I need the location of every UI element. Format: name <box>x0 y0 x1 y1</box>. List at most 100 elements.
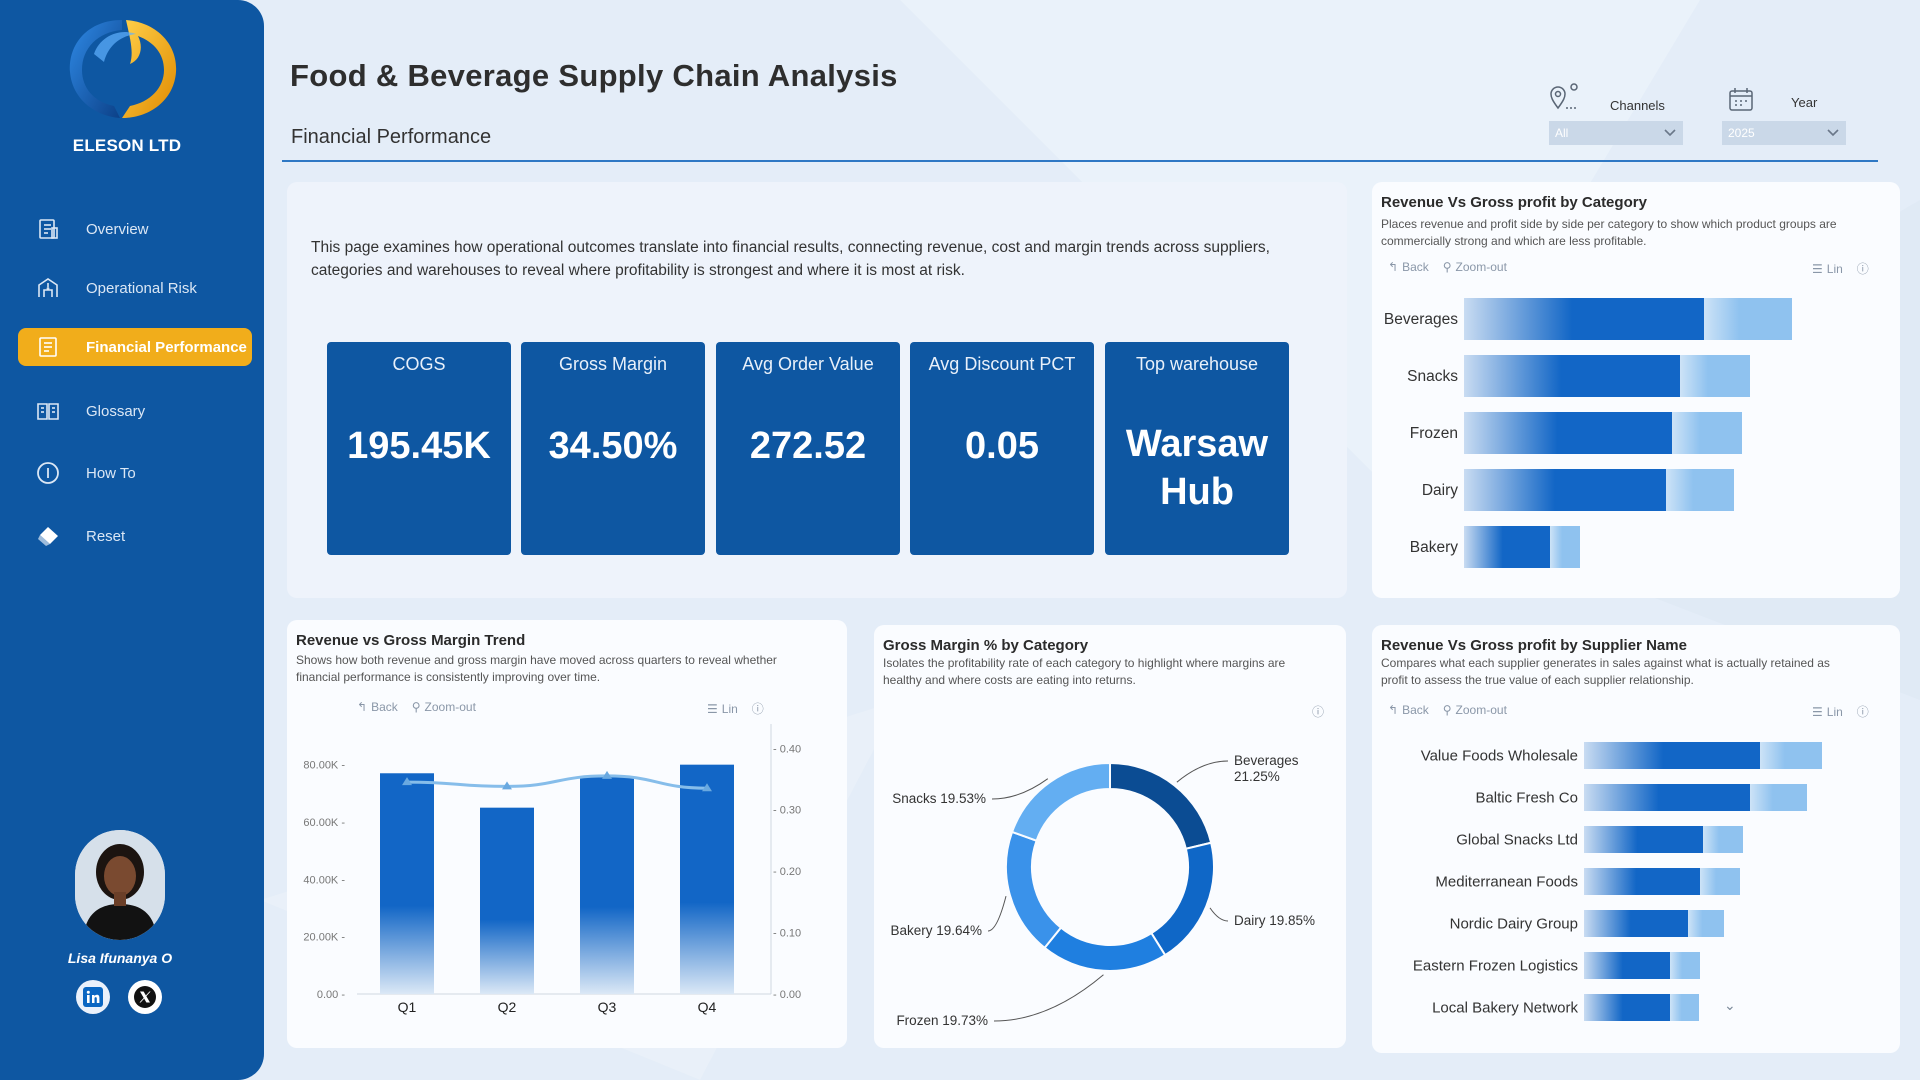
y-tick-label: 20.00K - <box>303 932 345 944</box>
back-arrow-icon: ↰ <box>1388 703 1399 717</box>
scroll-down-icon[interactable]: ⌄ <box>1724 997 1736 1013</box>
sidebar-item-glossary[interactable]: Glossary <box>18 392 252 430</box>
category-label: Beverages <box>1384 311 1458 328</box>
scale-toggle-label: Lin <box>721 701 738 716</box>
sidebar-item-financial-performance[interactable]: Financial Performance <box>18 328 252 366</box>
gross-profit-bar[interactable] <box>1680 355 1750 397</box>
gross-margin-line[interactable] <box>406 774 708 790</box>
chevron-down-icon <box>1826 125 1840 142</box>
kpi-value-line: Hub <box>1160 471 1234 513</box>
donut-leader-line <box>993 974 1104 1022</box>
sidebar-item-label: How To <box>86 464 136 482</box>
list-icon: ☰ <box>1812 704 1823 719</box>
revenue-bar[interactable] <box>1584 994 1670 1021</box>
donut-slice[interactable] <box>1109 761 1213 850</box>
revenue-bar[interactable] <box>1584 910 1688 937</box>
gross-profit-bar[interactable] <box>1672 412 1742 454</box>
revenue-bar[interactable] <box>1584 742 1760 769</box>
zoom-out-button[interactable]: ⚲ Zoom-out <box>1443 703 1507 717</box>
donut-label: Beverages <box>1234 753 1299 768</box>
back-button[interactable]: ↰ Back <box>1388 260 1429 274</box>
kpi-value: Warsaw Hub <box>1105 420 1289 516</box>
chart-description: Shows how both revenue and gross margin … <box>296 652 777 686</box>
back-label: Back <box>1402 703 1429 717</box>
revenue-bar[interactable] <box>1584 952 1670 979</box>
donut-chart-card: Gross Margin % by Category Isolates the … <box>874 625 1346 1048</box>
chart-description-line: healthy and where costs are eating into … <box>883 673 1136 687</box>
revenue-bar[interactable] <box>1464 469 1666 511</box>
gross-margin-point[interactable] <box>702 783 712 792</box>
help-button[interactable]: ⓘ <box>1857 703 1869 720</box>
donut-slice[interactable] <box>1005 830 1063 950</box>
header-divider <box>282 160 1878 162</box>
donut-leader-line <box>1176 760 1229 783</box>
revenue-bar[interactable] <box>380 773 434 994</box>
gross-profit-bar[interactable] <box>1704 298 1792 340</box>
gross-profit-bar[interactable] <box>1760 742 1822 769</box>
donut-slice[interactable] <box>1010 761 1111 842</box>
channels-dropdown[interactable]: All <box>1549 121 1683 145</box>
scale-toggle-button[interactable]: ☰ Lin <box>1812 262 1843 276</box>
donut-leader-line <box>987 896 1007 932</box>
y2-tick-label: - 0.30 <box>773 805 801 817</box>
gross-profit-bar[interactable] <box>1550 526 1580 568</box>
kpi-value-line: Warsaw <box>1125 423 1269 465</box>
scale-toggle-label: Lin <box>1826 704 1843 719</box>
gross-profit-bar[interactable] <box>1670 952 1700 979</box>
gross-margin-point[interactable] <box>502 781 512 790</box>
revenue-bar[interactable] <box>1464 412 1672 454</box>
gross-profit-bar[interactable] <box>1703 826 1743 853</box>
sidebar-item-how-to[interactable]: How To <box>18 454 252 492</box>
visual-toolbar: ↰ Back ⚲ Zoom-out <box>1388 703 1521 717</box>
sidebar-item-label: Overview <box>86 220 149 238</box>
chart-title: Revenue Vs Gross profit by Supplier Name <box>1381 637 1687 654</box>
zoom-out-button[interactable]: ⚲ Zoom-out <box>412 700 476 714</box>
help-button[interactable]: ⓘ <box>752 700 764 717</box>
scale-toggle-button[interactable]: ☰ Lin <box>707 702 738 716</box>
x-tick-label: Q1 <box>398 999 417 1015</box>
revenue-bar[interactable] <box>680 764 734 994</box>
help-button[interactable]: ⓘ <box>1857 260 1869 277</box>
gross-margin-point[interactable] <box>402 777 412 786</box>
chart-description-line: Isolates the profitability rate of each … <box>883 656 1286 670</box>
sidebar-item-overview[interactable]: Overview <box>18 210 252 248</box>
x-twitter-icon[interactable] <box>128 980 162 1014</box>
back-button[interactable]: ↰ Back <box>357 700 398 714</box>
revenue-bar[interactable] <box>1584 826 1703 853</box>
zoom-out-button[interactable]: ⚲ Zoom-out <box>1443 260 1507 274</box>
trend-combo-chart: 0.00 - 20.00K - 40.00K - 60.00K - 80.00K - - … <box>303 724 801 1015</box>
zoom-out-icon: ⚲ <box>1442 703 1452 717</box>
revenue-bar[interactable] <box>580 776 634 994</box>
back-button[interactable]: ↰ Back <box>1388 703 1429 717</box>
help-button[interactable]: ⓘ <box>1312 703 1324 720</box>
revenue-bar[interactable] <box>480 807 534 994</box>
gross-profit-bar[interactable] <box>1700 868 1740 895</box>
sidebar-item-label: Operational Risk <box>86 279 197 297</box>
revenue-bar[interactable] <box>1584 868 1700 895</box>
donut-slice[interactable] <box>1043 926 1167 972</box>
revenue-bar[interactable] <box>1464 526 1550 568</box>
visual-toolbar-right: ⓘ <box>1312 703 1338 720</box>
linkedin-icon[interactable] <box>76 980 110 1014</box>
category-bar-chart: Beverages Snacks Frozen Dairy Bakery <box>1384 298 1792 568</box>
gross-profit-bar[interactable] <box>1666 469 1734 511</box>
help-icon: ⓘ <box>1312 705 1325 719</box>
year-dropdown[interactable]: 2025 <box>1722 121 1846 145</box>
gross-profit-bar[interactable] <box>1750 784 1807 811</box>
sidebar-item-reset[interactable]: Reset <box>18 517 252 555</box>
donut-slice[interactable] <box>1150 841 1215 957</box>
profile-name: Lisa Ifunanya O <box>67 950 173 966</box>
revenue-bar[interactable] <box>1584 784 1750 811</box>
gross-margin-point[interactable] <box>602 770 612 779</box>
help-icon: ⓘ <box>1856 705 1869 719</box>
x-tick-label: Q4 <box>698 999 717 1015</box>
sidebar-item-operational-risk[interactable]: Operational Risk <box>18 269 252 307</box>
revenue-bar[interactable] <box>1464 355 1680 397</box>
revenue-bar[interactable] <box>1464 298 1704 340</box>
gross-profit-bar[interactable] <box>1688 910 1724 937</box>
gross-profit-bar[interactable] <box>1670 994 1699 1021</box>
supplier-chart-card: Revenue Vs Gross profit by Supplier Name… <box>1372 625 1900 1053</box>
scale-toggle-button[interactable]: ☰ Lin <box>1812 705 1843 719</box>
chart-description: Isolates the profitability rate of each … <box>883 655 1285 689</box>
